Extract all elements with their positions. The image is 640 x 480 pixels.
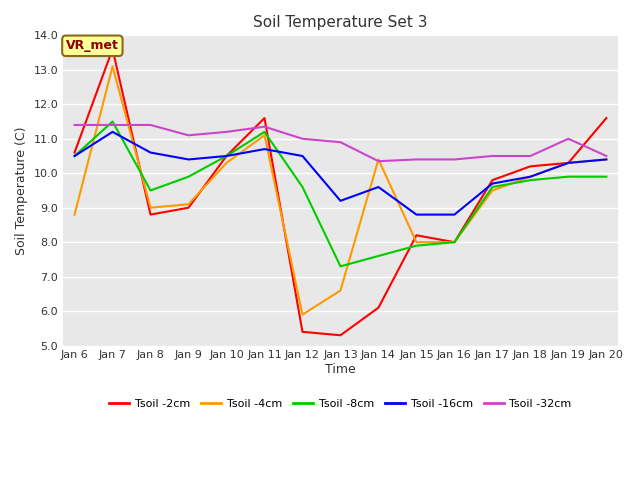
X-axis label: Time: Time — [325, 363, 356, 376]
Line: Tsoil -16cm: Tsoil -16cm — [75, 132, 606, 215]
Tsoil -4cm — [185, 202, 193, 207]
Tsoil -2cm — [185, 205, 193, 211]
Tsoil -8cm — [564, 174, 572, 180]
Tsoil -32cm — [337, 139, 344, 145]
Tsoil -4cm — [602, 156, 610, 162]
Tsoil -2cm — [488, 177, 496, 183]
Tsoil -8cm — [451, 240, 458, 245]
Tsoil -16cm — [109, 129, 116, 135]
Tsoil -32cm — [488, 153, 496, 159]
Tsoil -2cm — [71, 150, 79, 156]
Legend: Tsoil -2cm, Tsoil -4cm, Tsoil -8cm, Tsoil -16cm, Tsoil -32cm: Tsoil -2cm, Tsoil -4cm, Tsoil -8cm, Tsoi… — [105, 395, 576, 413]
Tsoil -2cm — [337, 332, 344, 338]
Tsoil -16cm — [488, 180, 496, 186]
Tsoil -16cm — [564, 160, 572, 166]
Tsoil -4cm — [260, 132, 268, 138]
Tsoil -16cm — [147, 150, 154, 156]
Tsoil -32cm — [185, 132, 193, 138]
Tsoil -32cm — [451, 156, 458, 162]
Text: VR_met: VR_met — [66, 39, 119, 52]
Tsoil -4cm — [527, 174, 534, 180]
Tsoil -8cm — [260, 129, 268, 135]
Line: Tsoil -2cm: Tsoil -2cm — [75, 49, 606, 335]
Y-axis label: Soil Temperature (C): Soil Temperature (C) — [15, 126, 28, 255]
Tsoil -2cm — [451, 240, 458, 245]
Tsoil -4cm — [564, 160, 572, 166]
Tsoil -2cm — [260, 115, 268, 121]
Line: Tsoil -4cm: Tsoil -4cm — [75, 66, 606, 314]
Tsoil -8cm — [527, 177, 534, 183]
Tsoil -32cm — [260, 124, 268, 130]
Tsoil -4cm — [374, 156, 382, 162]
Tsoil -4cm — [147, 205, 154, 211]
Tsoil -16cm — [299, 153, 307, 159]
Tsoil -2cm — [223, 153, 230, 159]
Tsoil -2cm — [299, 329, 307, 335]
Tsoil -2cm — [413, 232, 420, 238]
Line: Tsoil -8cm: Tsoil -8cm — [75, 121, 606, 266]
Tsoil -2cm — [147, 212, 154, 217]
Tsoil -16cm — [602, 156, 610, 162]
Tsoil -16cm — [451, 212, 458, 217]
Tsoil -8cm — [602, 174, 610, 180]
Tsoil -16cm — [413, 212, 420, 217]
Tsoil -8cm — [185, 174, 193, 180]
Tsoil -16cm — [260, 146, 268, 152]
Tsoil -8cm — [374, 253, 382, 259]
Tsoil -16cm — [71, 153, 79, 159]
Tsoil -16cm — [337, 198, 344, 204]
Tsoil -2cm — [602, 115, 610, 121]
Tsoil -4cm — [413, 240, 420, 245]
Tsoil -32cm — [223, 129, 230, 135]
Tsoil -16cm — [223, 153, 230, 159]
Tsoil -32cm — [71, 122, 79, 128]
Tsoil -4cm — [223, 160, 230, 166]
Tsoil -2cm — [564, 160, 572, 166]
Tsoil -32cm — [527, 153, 534, 159]
Tsoil -16cm — [374, 184, 382, 190]
Tsoil -4cm — [299, 312, 307, 317]
Tsoil -2cm — [527, 164, 534, 169]
Tsoil -8cm — [223, 153, 230, 159]
Tsoil -32cm — [564, 136, 572, 142]
Tsoil -32cm — [374, 158, 382, 164]
Tsoil -32cm — [413, 156, 420, 162]
Tsoil -8cm — [71, 153, 79, 159]
Tsoil -8cm — [109, 119, 116, 124]
Tsoil -32cm — [602, 153, 610, 159]
Tsoil -32cm — [109, 122, 116, 128]
Tsoil -8cm — [488, 184, 496, 190]
Tsoil -4cm — [337, 288, 344, 293]
Tsoil -4cm — [109, 63, 116, 69]
Tsoil -8cm — [299, 184, 307, 190]
Tsoil -4cm — [71, 212, 79, 217]
Tsoil -16cm — [527, 174, 534, 180]
Line: Tsoil -32cm: Tsoil -32cm — [75, 125, 606, 161]
Tsoil -2cm — [109, 46, 116, 52]
Tsoil -8cm — [147, 188, 154, 193]
Tsoil -4cm — [488, 188, 496, 193]
Tsoil -16cm — [185, 156, 193, 162]
Tsoil -8cm — [413, 243, 420, 249]
Tsoil -32cm — [147, 122, 154, 128]
Tsoil -2cm — [374, 305, 382, 311]
Tsoil -32cm — [299, 136, 307, 142]
Title: Soil Temperature Set 3: Soil Temperature Set 3 — [253, 15, 428, 30]
Tsoil -4cm — [451, 240, 458, 245]
Tsoil -8cm — [337, 264, 344, 269]
